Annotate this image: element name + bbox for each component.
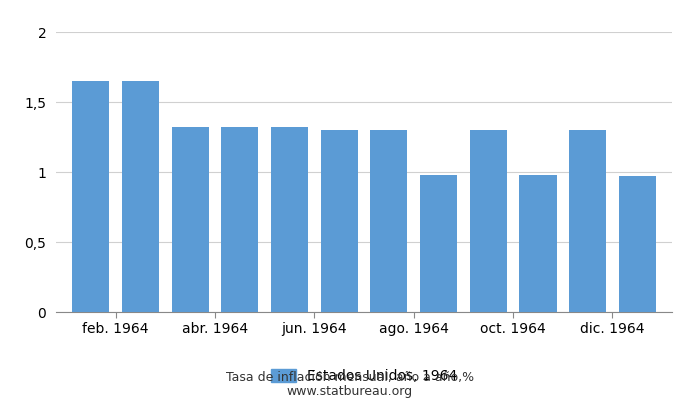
Bar [72, 81, 109, 312]
Bar [271, 127, 308, 312]
Bar [519, 175, 556, 312]
Bar [122, 81, 159, 312]
Bar [619, 176, 656, 312]
Text: www.statbureau.org: www.statbureau.org [287, 386, 413, 398]
Bar [470, 130, 507, 312]
Bar [172, 127, 209, 312]
Text: Tasa de inflación mensual, año a año,%: Tasa de inflación mensual, año a año,% [226, 372, 474, 384]
Bar [370, 130, 407, 312]
Bar [569, 130, 606, 312]
Bar [420, 175, 457, 312]
Bar [221, 127, 258, 312]
Legend: Estados Unidos, 1964: Estados Unidos, 1964 [271, 369, 457, 383]
Bar [321, 130, 358, 312]
